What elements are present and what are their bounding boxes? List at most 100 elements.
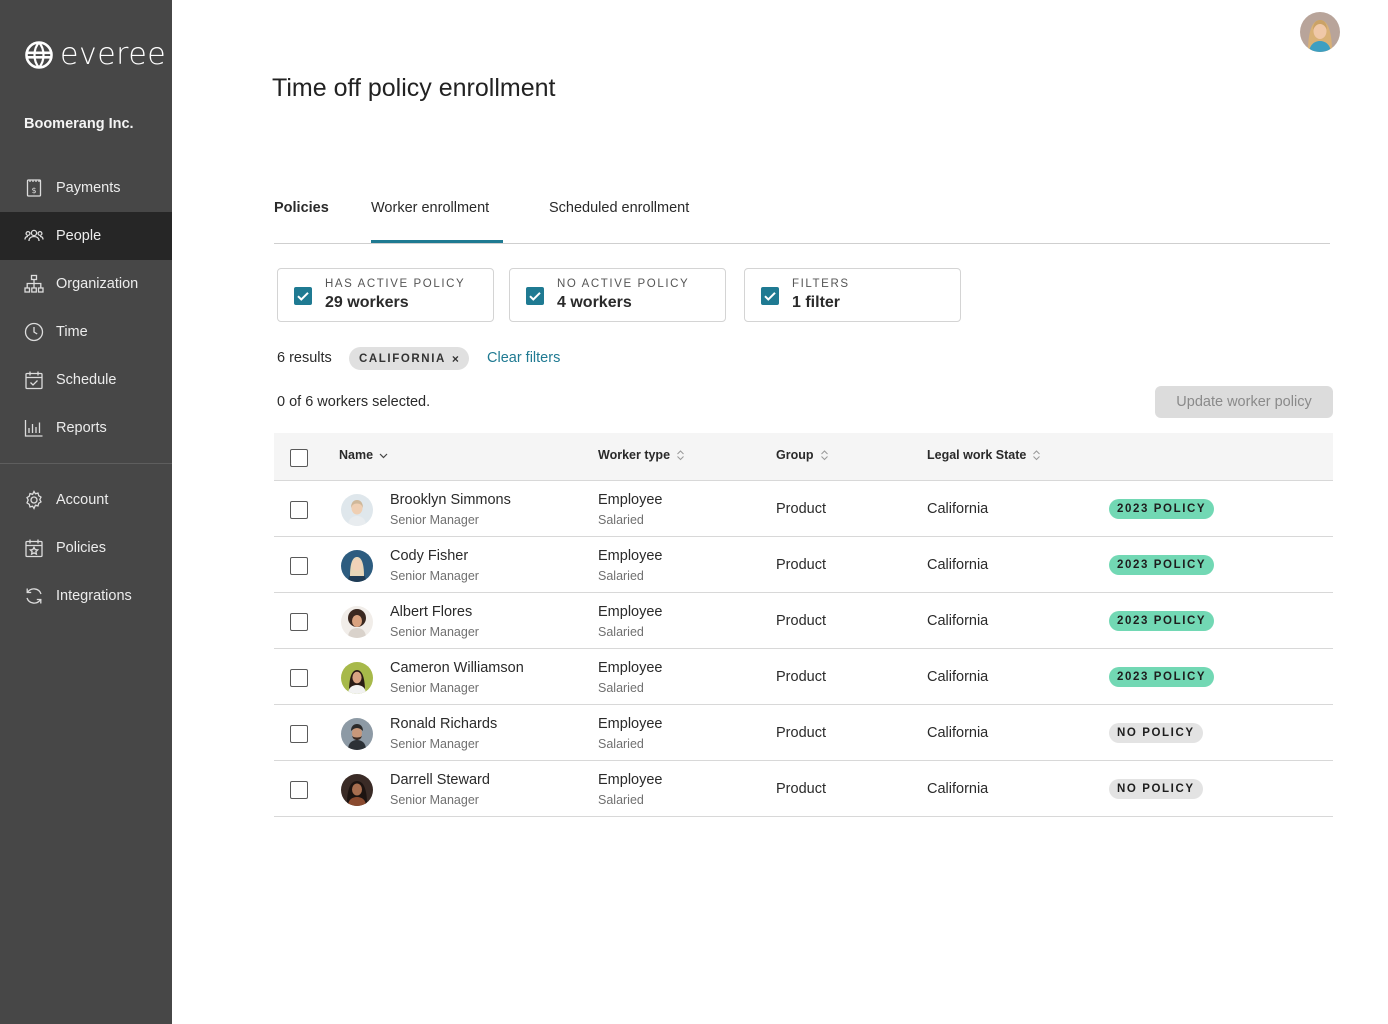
update-worker-policy-button[interactable]: Update worker policy: [1155, 386, 1333, 418]
sidebar-item-integrations[interactable]: Integrations: [0, 572, 172, 620]
worker-title: Senior Manager: [390, 793, 479, 807]
brand-logo[interactable]: everee: [24, 40, 166, 70]
row-checkbox[interactable]: [290, 725, 308, 743]
sidebar-item-policies[interactable]: Policies: [0, 524, 172, 572]
table-row[interactable]: Cody Fisher Senior Manager Employee Sala…: [274, 537, 1333, 593]
worker-state: California: [927, 669, 989, 685]
sort-icon: [1033, 450, 1041, 461]
column-header-label: Name: [339, 448, 374, 462]
worker-name[interactable]: Brooklyn Simmons: [390, 492, 511, 508]
table-row[interactable]: Cameron Williamson Senior Manager Employ…: [274, 649, 1333, 705]
chip-remove-icon[interactable]: ×: [451, 351, 459, 366]
worker-pay-type: Salaried: [598, 793, 644, 807]
sidebar-item-label: Integrations: [56, 588, 132, 604]
filter-no-active-policy[interactable]: NO ACTIVE POLICY 4 workers: [509, 268, 726, 322]
filter-checkbox[interactable]: [761, 287, 779, 305]
user-avatar[interactable]: [1300, 12, 1340, 52]
sidebar-item-people[interactable]: People: [0, 212, 172, 260]
sort-icon: [677, 450, 684, 461]
filter-label: FILTERS: [792, 278, 850, 290]
bar-chart-icon: [24, 420, 43, 437]
selected-count: 0 of 6 workers selected.: [277, 394, 431, 410]
filter-label: HAS ACTIVE POLICY: [325, 278, 466, 290]
column-header-name[interactable]: Name: [339, 448, 388, 462]
avatar: [341, 606, 373, 638]
tab-scheduled-enrollment[interactable]: Scheduled enrollment: [549, 200, 690, 216]
sidebar-item-label: Schedule: [56, 372, 117, 388]
sidebar-item-schedule[interactable]: Schedule: [0, 356, 172, 404]
worker-name[interactable]: Albert Flores: [390, 604, 473, 620]
worker-state: California: [927, 725, 989, 741]
clear-filters-link[interactable]: Clear filters: [487, 350, 561, 366]
column-header-label: Group: [776, 448, 814, 462]
worker-pay-type: Salaried: [598, 513, 644, 527]
worker-state: California: [927, 557, 989, 573]
sidebar-item-label: Time: [56, 324, 88, 340]
worker-title: Senior Manager: [390, 569, 479, 583]
worker-group: Product: [776, 669, 826, 685]
row-checkbox[interactable]: [290, 781, 308, 799]
tab-worker-enrollment[interactable]: Worker enrollment: [371, 200, 490, 216]
column-header-group[interactable]: Group: [776, 448, 829, 462]
brand-name: everee: [60, 37, 167, 72]
worker-name[interactable]: Cameron Williamson: [390, 660, 524, 676]
avatar: [341, 494, 373, 526]
worker-group: Product: [776, 781, 826, 797]
worker-title: Senior Manager: [390, 625, 479, 639]
filter-filters[interactable]: FILTERS 1 filter: [744, 268, 961, 322]
secondary-nav: Account Policies Integrations: [0, 476, 172, 620]
svg-text:$: $: [31, 186, 36, 195]
policy-badge: 2023 POLICY: [1109, 611, 1215, 631]
sort-descending-icon: [379, 453, 388, 459]
table-row[interactable]: Ronald Richards Senior Manager Employee …: [274, 705, 1333, 761]
worker-state: California: [927, 501, 989, 517]
policy-badge: 2023 POLICY: [1109, 499, 1215, 519]
table-row[interactable]: Brooklyn Simmons Senior Manager Employee…: [274, 481, 1333, 537]
column-header-legal-work-state[interactable]: Legal work State: [927, 448, 1041, 462]
filter-has-active-policy[interactable]: HAS ACTIVE POLICY 29 workers: [277, 268, 494, 322]
worker-title: Senior Manager: [390, 737, 479, 751]
table-row[interactable]: Albert Flores Senior Manager Employee Sa…: [274, 593, 1333, 649]
worker-group: Product: [776, 501, 826, 517]
everee-logo-icon: [25, 41, 53, 69]
worker-name[interactable]: Cody Fisher: [390, 548, 469, 564]
select-all-checkbox[interactable]: [290, 449, 308, 467]
policy-badge: 2023 POLICY: [1109, 667, 1215, 687]
worker-name[interactable]: Darrell Steward: [390, 772, 490, 788]
calendar-star-icon: [25, 539, 43, 558]
table-row[interactable]: Darrell Steward Senior Manager Employee …: [274, 761, 1333, 817]
worker-type: Employee: [598, 492, 663, 508]
worker-state: California: [927, 613, 989, 629]
column-header-worker-type[interactable]: Worker type: [598, 448, 685, 462]
filter-value: 1 filter: [792, 294, 841, 311]
sidebar-item-reports[interactable]: Reports: [0, 404, 172, 452]
tab-policies[interactable]: Policies: [274, 200, 329, 216]
sidebar-item-payments[interactable]: $ Payments: [0, 164, 172, 212]
sidebar-item-organization[interactable]: Organization: [0, 260, 172, 308]
policy-badge: NO POLICY: [1109, 779, 1203, 799]
check-icon: [297, 292, 309, 301]
page-title: Time off policy enrollment: [272, 74, 556, 102]
table-header: Name Worker type Group Legal work State: [274, 433, 1333, 481]
sidebar: everee Boomerang Inc. $ Payments People …: [0, 0, 172, 1024]
primary-nav: $ Payments People Organization Time Sche…: [0, 164, 172, 452]
worker-pay-type: Salaried: [598, 569, 644, 583]
filter-checkbox[interactable]: [526, 287, 544, 305]
sidebar-item-time[interactable]: Time: [0, 308, 172, 356]
clock-icon: [24, 322, 44, 342]
row-checkbox[interactable]: [290, 613, 308, 631]
worker-title: Senior Manager: [390, 681, 479, 695]
sync-icon: [26, 588, 42, 604]
worker-state: California: [927, 781, 989, 797]
workers-table: Name Worker type Group Legal work State …: [274, 433, 1333, 817]
worker-group: Product: [776, 725, 826, 741]
row-checkbox[interactable]: [290, 557, 308, 575]
row-checkbox[interactable]: [290, 501, 308, 519]
filter-checkbox[interactable]: [294, 287, 312, 305]
nav-divider: [0, 463, 172, 464]
worker-pay-type: Salaried: [598, 625, 644, 639]
avatar: [341, 662, 373, 694]
worker-name[interactable]: Ronald Richards: [390, 716, 498, 732]
row-checkbox[interactable]: [290, 669, 308, 687]
sidebar-item-account[interactable]: Account: [0, 476, 172, 524]
